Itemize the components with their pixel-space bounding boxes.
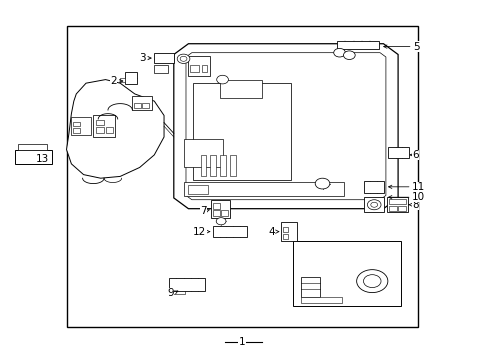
Bar <box>73 128 80 134</box>
Bar <box>188 56 210 76</box>
Bar <box>189 65 198 72</box>
Bar <box>201 65 207 72</box>
Bar <box>339 41 366 48</box>
Bar <box>96 120 103 126</box>
Text: 13: 13 <box>36 154 49 164</box>
Bar <box>388 199 405 204</box>
Bar <box>211 201 229 218</box>
Circle shape <box>363 275 380 288</box>
Bar <box>397 206 405 211</box>
Text: 9: 9 <box>167 288 173 298</box>
Bar <box>170 290 184 294</box>
Text: 6: 6 <box>411 150 418 160</box>
Bar <box>220 155 225 176</box>
Bar <box>200 155 206 176</box>
Bar <box>66 26 417 327</box>
Bar <box>73 122 80 126</box>
Bar <box>15 149 52 164</box>
Bar <box>134 103 141 108</box>
Bar <box>168 278 205 291</box>
Bar <box>154 53 173 63</box>
Circle shape <box>333 48 345 57</box>
Bar <box>188 185 207 194</box>
Bar <box>212 226 246 237</box>
Bar <box>229 155 235 176</box>
Bar <box>154 64 167 73</box>
Circle shape <box>366 200 380 210</box>
Text: 11: 11 <box>411 182 424 192</box>
Bar <box>120 78 125 82</box>
Text: 12: 12 <box>193 227 206 237</box>
Text: 7: 7 <box>200 206 206 216</box>
Text: 2: 2 <box>110 76 117 86</box>
Circle shape <box>216 75 228 84</box>
Bar <box>193 83 290 180</box>
Bar <box>300 297 341 303</box>
Circle shape <box>315 178 329 189</box>
Bar <box>183 139 222 167</box>
Bar <box>212 210 219 216</box>
Bar <box>96 127 103 134</box>
Bar <box>71 117 91 135</box>
Bar <box>282 234 288 239</box>
Text: 5: 5 <box>412 42 419 51</box>
Circle shape <box>356 270 387 293</box>
Text: 4: 4 <box>268 227 275 237</box>
Text: 3: 3 <box>139 53 146 63</box>
Text: 1: 1 <box>238 337 245 347</box>
Bar <box>293 241 400 306</box>
Bar <box>132 96 152 110</box>
Bar <box>220 80 261 98</box>
Bar <box>386 197 407 212</box>
Bar <box>93 116 115 137</box>
Polygon shape <box>173 44 397 209</box>
Bar <box>18 144 47 149</box>
Text: 8: 8 <box>411 200 418 210</box>
Bar <box>281 222 296 241</box>
Circle shape <box>343 51 354 59</box>
Bar <box>363 181 384 193</box>
Bar <box>387 147 408 158</box>
Bar <box>105 127 113 134</box>
Polygon shape <box>185 53 385 200</box>
Bar <box>363 197 384 212</box>
Bar <box>282 226 288 232</box>
Circle shape <box>177 54 189 63</box>
Bar <box>142 103 149 108</box>
Bar <box>183 182 344 196</box>
Bar <box>388 206 396 211</box>
Bar <box>336 41 378 49</box>
Bar <box>212 203 219 209</box>
Bar <box>221 210 227 216</box>
Bar <box>210 155 216 176</box>
Circle shape <box>180 56 186 61</box>
Bar <box>300 277 320 297</box>
Polygon shape <box>66 80 163 178</box>
Bar <box>125 72 137 84</box>
Circle shape <box>216 218 225 225</box>
Text: 10: 10 <box>411 192 424 202</box>
Circle shape <box>370 202 377 207</box>
